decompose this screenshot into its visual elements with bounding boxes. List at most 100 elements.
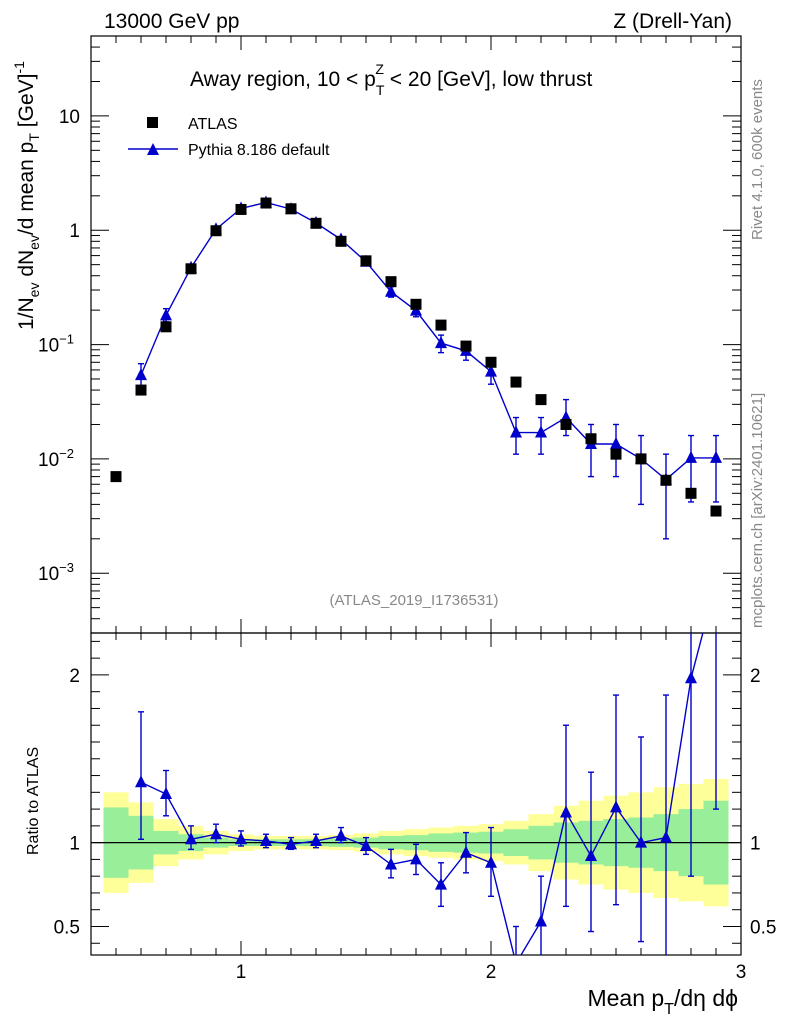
legend: ATLAS Pythia 8.186 default bbox=[128, 116, 330, 159]
ratio-mc-point bbox=[285, 837, 297, 850]
atlas-data-point bbox=[385, 276, 397, 288]
y-tick-base: 10 bbox=[38, 336, 59, 357]
ratio-mc-point bbox=[360, 838, 372, 851]
atlas-data-point bbox=[685, 487, 697, 499]
main-mc-series bbox=[135, 195, 722, 540]
ratio-mc-point bbox=[335, 828, 347, 841]
main-data-series bbox=[110, 197, 722, 517]
ratio-mc-point bbox=[510, 956, 522, 968]
y-tick-label-main: 10−2 bbox=[38, 446, 74, 471]
main-ylabel: 1/Nev dNev/d mean pT [GeV]-1 bbox=[11, 61, 42, 330]
ratio-mc-point bbox=[685, 671, 697, 684]
mc-point bbox=[160, 308, 172, 321]
xlabel: Mean pT/dη dϕ bbox=[587, 985, 738, 1018]
x-tick-label: 3 bbox=[736, 962, 747, 983]
mc-point bbox=[685, 450, 697, 463]
mc-point bbox=[535, 425, 547, 438]
title-main: Away region, 10 < p bbox=[190, 68, 376, 91]
legend-mc-label: Pythia 8.186 default bbox=[188, 142, 330, 159]
atlas-data-point bbox=[310, 217, 322, 229]
x-tick-label: 2 bbox=[486, 962, 497, 983]
y-tick-label-ratio-right: 2 bbox=[750, 666, 761, 687]
atlas-data-point bbox=[160, 321, 172, 333]
atlas-data-point bbox=[235, 203, 247, 215]
y-tick-exp: −1 bbox=[59, 332, 74, 347]
atlas-data-point bbox=[535, 394, 547, 406]
legend-data-marker bbox=[147, 117, 158, 128]
ratio-mc-point bbox=[310, 833, 322, 846]
y-tick-label-ratio-left: 1 bbox=[69, 834, 80, 855]
ratio-mc-point bbox=[135, 775, 147, 788]
ratio-mc-point bbox=[160, 787, 172, 799]
y-tick-label-main: 1 bbox=[69, 221, 80, 242]
atlas-data-point bbox=[635, 453, 647, 465]
atlas-data-point bbox=[460, 340, 472, 352]
mc-point bbox=[510, 425, 522, 438]
energy-label: 13000 GeV pp bbox=[104, 10, 239, 33]
atlas-data-point bbox=[585, 433, 597, 445]
ratio-mc-line bbox=[140, 633, 704, 955]
ratio-mc-point bbox=[260, 833, 272, 846]
atlas-data-point bbox=[485, 356, 497, 368]
title-rest: < 20 [GeV], low thrust bbox=[384, 68, 593, 91]
y-tick-label-main: 10−3 bbox=[38, 560, 74, 585]
atlas-data-point bbox=[360, 255, 372, 267]
ratio-mc-point bbox=[385, 857, 397, 870]
atlas-data-point bbox=[110, 471, 122, 483]
ratio-mc-point bbox=[660, 830, 672, 843]
atlas-data-point bbox=[335, 235, 347, 247]
process-label: Z (Drell-Yan) bbox=[613, 10, 732, 33]
atlas-data-point bbox=[435, 319, 447, 331]
atlas-data-point bbox=[410, 298, 422, 310]
y-tick-label-main: 10 bbox=[59, 107, 80, 128]
y-tick-base: 10 bbox=[38, 564, 59, 585]
y-tick-label-ratio-left: 2 bbox=[69, 666, 80, 687]
ratio-mc-series bbox=[135, 576, 722, 968]
y-tick-base: 10 bbox=[38, 450, 59, 471]
y-tick-exp: −3 bbox=[59, 560, 74, 575]
y-tick-label-main: 10−1 bbox=[38, 332, 74, 357]
atlas-data-point bbox=[210, 225, 222, 237]
y-tick-label-ratio-left: 0.5 bbox=[54, 917, 80, 938]
mc-point bbox=[385, 284, 397, 297]
ratio-mc-point bbox=[485, 855, 497, 868]
legend-mc-marker bbox=[147, 143, 159, 155]
title-sup: Z bbox=[375, 61, 384, 77]
x-tick-label: 1 bbox=[236, 962, 247, 983]
atlas-data-point bbox=[135, 384, 147, 396]
ratio-mc-point bbox=[435, 877, 447, 890]
mc-point bbox=[435, 336, 447, 349]
atlas-data-point bbox=[560, 418, 572, 430]
y-tick-label-ratio-right: 1 bbox=[750, 834, 761, 855]
mc-line bbox=[140, 201, 716, 481]
plot-title: Away region, 10 < pTZ < 20 [GeV], low th… bbox=[190, 61, 592, 98]
ratio-mc-point bbox=[460, 845, 472, 858]
ratio-mc-point bbox=[710, 576, 722, 588]
axis-ticks bbox=[90, 35, 742, 955]
y-tick-label-ratio-right: 0.5 bbox=[750, 917, 776, 938]
mc-point bbox=[485, 364, 497, 377]
mc-point bbox=[710, 450, 722, 463]
ratio-mc-point bbox=[235, 832, 247, 845]
ratio-mc-point bbox=[410, 852, 422, 865]
atlas-data-point bbox=[285, 203, 297, 215]
atlas-data-point bbox=[660, 474, 672, 486]
ratio-mc-point bbox=[535, 914, 547, 927]
atlas-data-point bbox=[610, 448, 622, 460]
ratio-mc-point bbox=[560, 805, 572, 818]
ratio-mc-point bbox=[210, 827, 222, 840]
atlas-data-point bbox=[510, 376, 522, 388]
y-tick-exp: −2 bbox=[59, 446, 74, 461]
ratio-mc-point bbox=[610, 800, 622, 813]
atlas-data-point bbox=[260, 197, 272, 209]
legend-data-label: ATLAS bbox=[188, 116, 238, 133]
analysis-watermark: (ATLAS_2019_I1736531) bbox=[329, 592, 498, 609]
atlas-data-point bbox=[185, 263, 197, 275]
ratio-mc-point bbox=[585, 849, 597, 862]
ratio-mc-point bbox=[185, 832, 197, 845]
mc-point bbox=[610, 436, 622, 449]
y-tick-base: 10 bbox=[59, 107, 80, 128]
mcplots-label: mcplots.cern.ch [arXiv:2401.10621] bbox=[749, 393, 766, 628]
